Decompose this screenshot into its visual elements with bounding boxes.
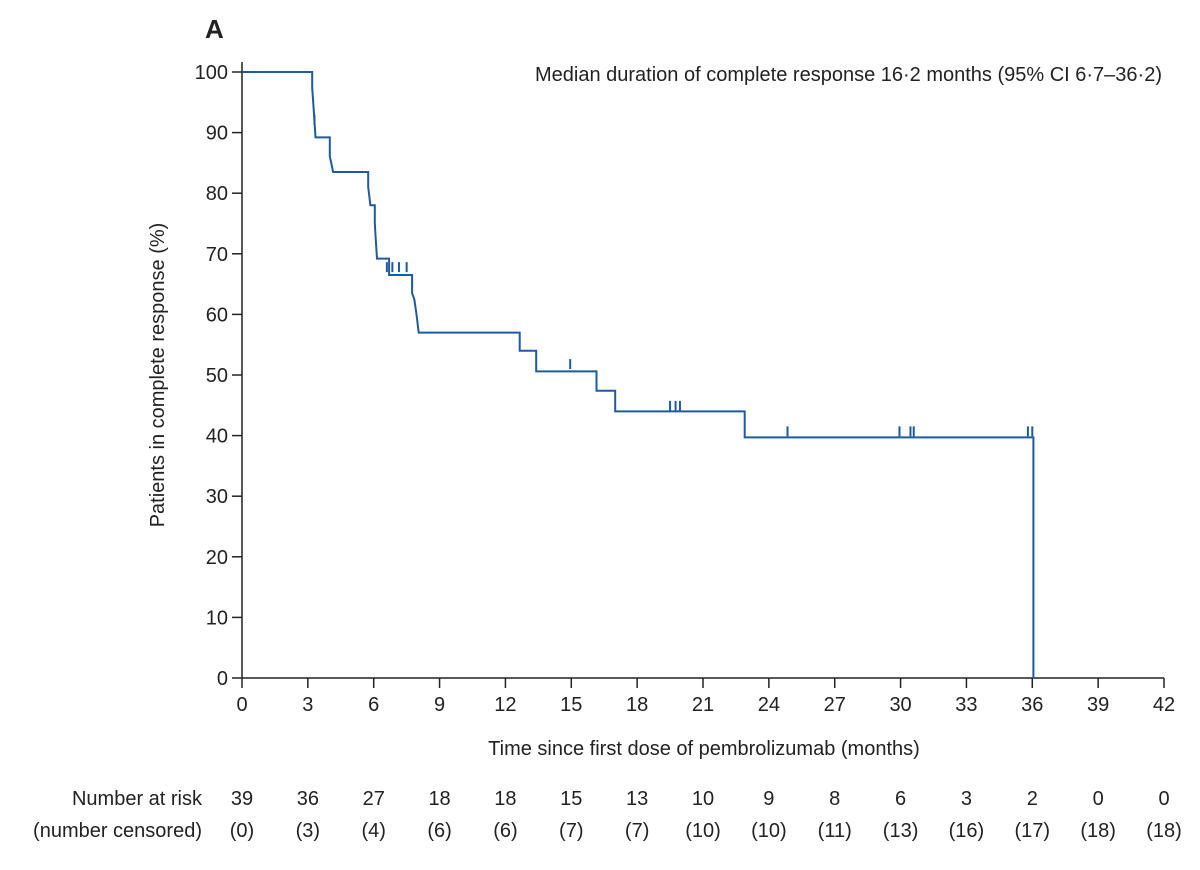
x-tick-label: 3 <box>302 694 313 716</box>
at-risk-value: 3 <box>961 788 972 810</box>
x-tick-label: 9 <box>434 694 445 716</box>
x-axis-title: Time since first dose of pembrolizumab (… <box>488 738 920 760</box>
censored-value: (11) <box>818 820 852 842</box>
y-tick-label: 10 <box>206 607 228 629</box>
censored-value: (18) <box>1146 820 1182 842</box>
x-tick-label: 12 <box>494 694 516 716</box>
x-tick-label: 36 <box>1021 694 1043 716</box>
y-tick-label: 80 <box>206 183 228 205</box>
at-risk-value: 27 <box>363 788 385 810</box>
x-tick-label: 27 <box>824 694 846 716</box>
censored-value: (7) <box>625 820 649 842</box>
at-risk-value: 18 <box>494 788 516 810</box>
y-tick-label: 40 <box>206 426 228 448</box>
censored-value: (18) <box>1080 820 1116 842</box>
censored-value: (17) <box>1014 820 1050 842</box>
censored-value: (16) <box>949 820 985 842</box>
at-risk-value: 10 <box>692 788 714 810</box>
censored-value: (7) <box>559 820 583 842</box>
censored-value: (13) <box>883 820 919 842</box>
median-annotation: Median duration of complete response 16·… <box>535 64 1162 86</box>
censored-value: (6) <box>427 820 451 842</box>
y-tick-label: 50 <box>206 365 228 387</box>
y-tick-label: 100 <box>195 62 228 84</box>
at-risk-value: 6 <box>895 788 906 810</box>
x-tick-label: 30 <box>889 694 911 716</box>
y-tick-label: 90 <box>206 123 228 145</box>
at-risk-value: 2 <box>1027 788 1038 810</box>
y-tick-label: 60 <box>206 304 228 326</box>
at-risk-value: 13 <box>626 788 648 810</box>
censored-value: (4) <box>361 820 385 842</box>
panel-label: A <box>205 14 224 44</box>
x-tick-label: 0 <box>236 694 247 716</box>
at-risk-value: 8 <box>829 788 840 810</box>
y-axis-title: Patients in complete response (%) <box>147 223 169 528</box>
at-risk-value: 18 <box>428 788 450 810</box>
km-series <box>242 71 1035 678</box>
x-tick-label: 18 <box>626 694 648 716</box>
censored-value: (10) <box>685 820 721 842</box>
at-risk-value: 36 <box>297 788 319 810</box>
censored-value: (3) <box>296 820 320 842</box>
x-tick-label: 6 <box>368 694 379 716</box>
risk-table: 39(0)36(3)27(4)18(6)18(6)15(7)13(7)10(10… <box>230 788 1182 842</box>
censored-value: (0) <box>230 820 254 842</box>
y-tick-label: 30 <box>206 486 228 508</box>
x-tick-label: 42 <box>1153 694 1175 716</box>
x-ticks: 0 3 6 9 12 15 18 21 24 27 30 33 36 39 42 <box>236 678 1175 716</box>
y-tick-label: 20 <box>206 547 228 569</box>
risk-label-at-risk: Number at risk <box>72 788 203 810</box>
at-risk-value: 15 <box>560 788 582 810</box>
x-tick-label: 15 <box>560 694 582 716</box>
x-tick-label: 21 <box>692 694 714 716</box>
x-tick-label: 39 <box>1087 694 1109 716</box>
x-tick-label: 33 <box>955 694 977 716</box>
at-risk-value: 0 <box>1093 788 1104 810</box>
risk-label-censored: (number censored) <box>33 820 202 842</box>
km-curve <box>242 71 1035 678</box>
censored-value: (6) <box>493 820 517 842</box>
at-risk-value: 9 <box>763 788 774 810</box>
y-tick-label: 0 <box>217 668 228 690</box>
at-risk-value: 0 <box>1158 788 1169 810</box>
censored-value: (10) <box>751 820 787 842</box>
at-risk-value: 39 <box>231 788 253 810</box>
y-ticks: 0 10 20 30 40 50 60 70 80 90 100 <box>195 62 242 690</box>
y-tick-label: 70 <box>206 244 228 266</box>
x-tick-label: 24 <box>758 694 780 716</box>
